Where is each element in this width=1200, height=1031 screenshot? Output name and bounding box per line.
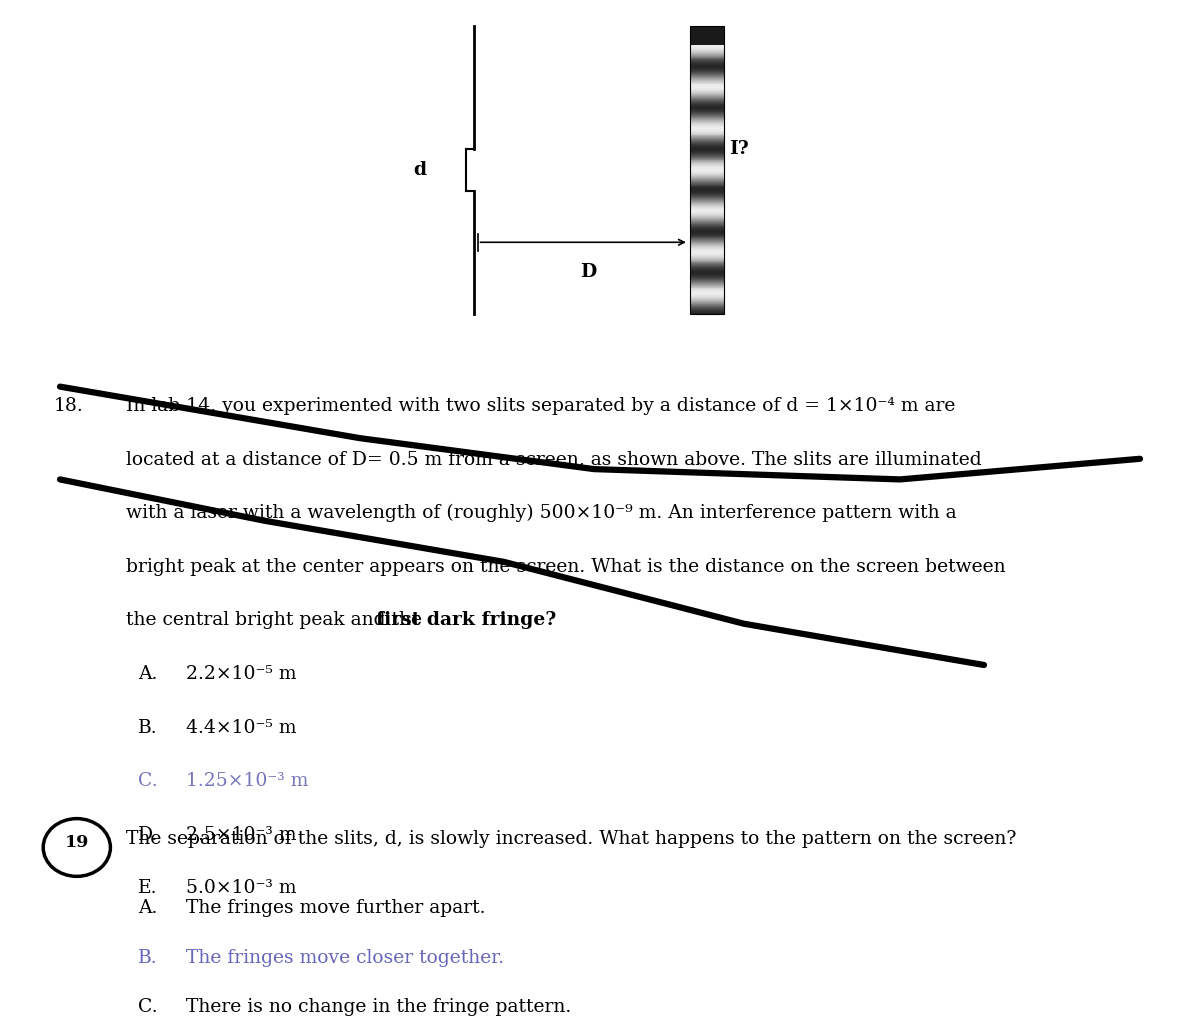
Text: C.: C. bbox=[138, 772, 157, 790]
Text: the central bright peak and the: the central bright peak and the bbox=[126, 611, 428, 629]
Text: 5.0×10⁻³ m: 5.0×10⁻³ m bbox=[186, 879, 296, 897]
Text: 1.25×10⁻³ m: 1.25×10⁻³ m bbox=[186, 772, 308, 790]
Text: The fringes move closer together.: The fringes move closer together. bbox=[186, 949, 504, 966]
Text: d: d bbox=[413, 161, 426, 179]
Text: D: D bbox=[580, 263, 596, 280]
Text: I?: I? bbox=[730, 140, 749, 159]
Text: first dark fringe?: first dark fringe? bbox=[376, 611, 556, 629]
Text: E.: E. bbox=[138, 879, 157, 897]
Text: 18.: 18. bbox=[54, 397, 84, 414]
Text: The separation of the slits, d, is slowly increased. What happens to the pattern: The separation of the slits, d, is slowl… bbox=[126, 830, 1016, 847]
Text: In lab 14, you experimented with two slits separated by a distance of d = 1×10⁻⁴: In lab 14, you experimented with two sli… bbox=[126, 397, 955, 414]
Text: located at a distance of D= 0.5 m from a screen, as shown above. The slits are i: located at a distance of D= 0.5 m from a… bbox=[126, 451, 982, 468]
Text: bright peak at the center appears on the screen. What is the distance on the scr: bright peak at the center appears on the… bbox=[126, 558, 1006, 575]
Text: C.: C. bbox=[138, 998, 157, 1016]
Text: A.: A. bbox=[138, 665, 157, 683]
Text: 4.4×10⁻⁵ m: 4.4×10⁻⁵ m bbox=[186, 719, 296, 736]
Text: 19: 19 bbox=[65, 834, 89, 851]
Text: with a laser with a wavelength of (roughly) 500×10⁻⁹ m. An interference pattern : with a laser with a wavelength of (rough… bbox=[126, 504, 956, 523]
Text: 2.5×10⁻³ m: 2.5×10⁻³ m bbox=[186, 826, 296, 843]
Text: D.: D. bbox=[138, 826, 158, 843]
Text: B.: B. bbox=[138, 719, 157, 736]
Text: B.: B. bbox=[138, 949, 157, 966]
Text: There is no change in the fringe pattern.: There is no change in the fringe pattern… bbox=[186, 998, 571, 1016]
Text: A.: A. bbox=[138, 899, 157, 917]
Bar bbox=[690, 26, 724, 314]
Text: The fringes move further apart.: The fringes move further apart. bbox=[186, 899, 486, 917]
Text: 2.2×10⁻⁵ m: 2.2×10⁻⁵ m bbox=[186, 665, 296, 683]
